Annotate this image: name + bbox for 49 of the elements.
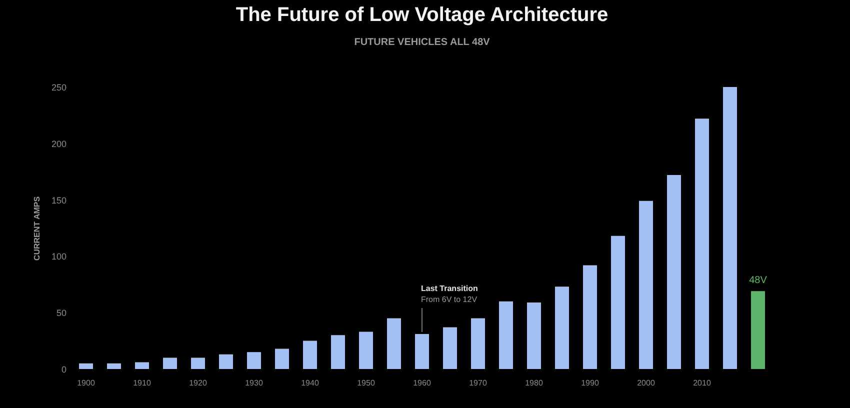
series-label: 48V (749, 275, 768, 286)
bar (639, 200, 653, 369)
bar (135, 362, 149, 369)
bar (331, 335, 345, 369)
bar (471, 318, 485, 369)
bar (555, 286, 569, 369)
bar (499, 301, 513, 369)
bar (723, 87, 737, 369)
bar (751, 291, 765, 369)
y-tick-label: 150 (51, 195, 66, 206)
x-tick-label: 1920 (189, 378, 208, 388)
bar (443, 327, 457, 369)
bar (359, 332, 373, 369)
annotation: From 6V to 12V (421, 295, 478, 304)
y-tick-label: 100 (51, 252, 66, 262)
y-axis-title: CURRENT AMPS (32, 196, 42, 261)
bar (163, 358, 177, 369)
bar (527, 302, 541, 369)
bar (219, 354, 233, 369)
y-tick-label: 250 (51, 82, 66, 92)
bar (415, 334, 429, 369)
y-tick-label: 200 (51, 138, 66, 149)
bar (79, 363, 93, 369)
bar (667, 174, 681, 369)
y-tick-label: 50 (56, 308, 66, 318)
x-tick-label: 1960 (413, 378, 432, 388)
bar (387, 318, 401, 369)
chart-subtitle: FUTURE VEHICLES ALL 48V (354, 37, 490, 48)
bar (247, 352, 261, 369)
annotation: Last Transition (421, 284, 478, 294)
x-tick-label: 2000 (637, 378, 656, 388)
bar (191, 358, 205, 369)
bar (583, 265, 597, 369)
bar (611, 236, 625, 369)
x-tick-label: 1900 (77, 378, 96, 388)
x-tick-label: 1970 (469, 378, 488, 388)
x-tick-label: 1990 (581, 378, 600, 388)
x-tick-label: 2010 (693, 378, 712, 388)
bar (275, 348, 289, 369)
bar (695, 118, 709, 369)
x-tick-label: 1980 (525, 378, 544, 388)
chart-title: The Future of Low Voltage Architecture (236, 4, 608, 26)
bar (303, 340, 317, 369)
x-tick-label: 1950 (357, 378, 376, 388)
x-tick-label: 1930 (245, 378, 264, 388)
x-tick-label: 1910 (133, 378, 152, 388)
x-tick-label: 1940 (301, 378, 320, 388)
bar (107, 363, 121, 369)
y-tick-label: 0 (61, 364, 66, 374)
